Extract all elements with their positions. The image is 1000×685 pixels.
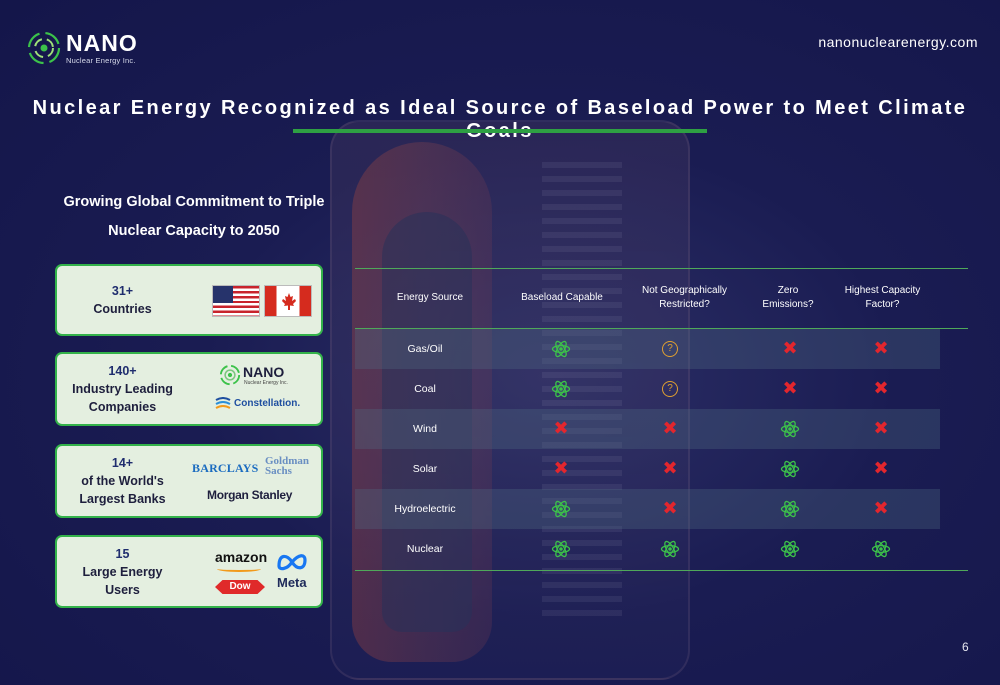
card-label: Industry Leading Companies [72,382,173,414]
table-header: Energy Source Baseload Capable Not Geogr… [355,268,968,328]
check-atom-icon [551,379,571,399]
nano-logo: NANO Nuclear Energy Inc. [219,364,288,386]
us-flag-icon [212,285,260,317]
card-label: Countries [93,302,152,316]
card-companies: 140+ Industry Leading Companies NANO Nuc… [55,352,323,426]
card-count: 140+ [108,364,137,378]
table-top-rule [355,268,968,269]
check-atom-icon [551,539,571,559]
card-countries: 31+ Countries [55,264,323,336]
energy-source-name: Coal [414,383,436,395]
red-x-icon: ✖ [873,498,889,519]
check-atom-icon [551,499,571,519]
card-count: 15 [115,546,130,561]
website-url: nanonuclearenergy.com [818,34,978,50]
morgan-stanley-logo: Morgan Stanley [207,488,293,502]
constellation-logo: Constellation. [215,397,300,409]
card-label: of the World's Largest Banks [79,474,166,506]
table-row: Hydroelectric ✖ ✖ [355,489,940,529]
card-banks: 14+ of the World's Largest Banks BARCLAY… [55,444,323,518]
red-x-icon: ✖ [662,418,678,439]
table-bottom-rule [355,570,968,571]
header-capacity: Highest Capacity Factor? [844,285,921,310]
meta-infinity-icon [277,554,307,571]
nano-logo-text: NANO [243,363,285,380]
header-emissions: Zero Emissions? [762,285,814,310]
company-logo: NANO Nuclear Energy Inc. [26,30,138,66]
nano-logo-subtext: Nuclear Energy Inc. [244,379,288,386]
energy-source-name: Nuclear [406,543,444,555]
header-baseload: Baseload Capable [521,292,603,303]
table-row: Coal? ✖ ✖ [355,369,940,409]
page-title: Nuclear Energy Recognized as Ideal Sourc… [32,97,968,142]
commitment-heading: Growing Global Commitment to Triple Nucl… [60,188,328,246]
commitment-line-2: Nuclear Capacity to 2050 [108,223,280,239]
red-x-icon: ✖ [553,418,569,439]
card-count: 14+ [111,456,134,470]
red-x-icon: ✖ [782,338,798,359]
table-header-rule [355,328,968,329]
energy-source-name: Wind [413,423,437,435]
constellation-swoosh-icon [215,397,231,409]
red-x-icon: ✖ [873,338,889,359]
table-row: Wind ✖ ✖ ✖ [355,409,940,449]
atom-logo-icon [219,364,241,386]
card-count: 31+ [111,284,134,298]
check-atom-icon [551,339,571,359]
check-atom-icon [660,539,680,559]
goldman-logo-line-2: Sachs [265,465,292,477]
card-energy-users: 15 Large Energy Users amazon Dow Meta [55,535,323,608]
header-energy-source: Energy Source [396,292,464,303]
energy-source-name: Hydroelectric [394,503,456,515]
red-x-icon: ✖ [662,458,678,479]
meta-logo: Meta [277,575,307,590]
title-underline [293,129,707,133]
table-row: Solar ✖ ✖ ✖ [355,449,940,489]
red-x-icon: ✖ [873,378,889,399]
check-atom-icon [780,419,800,439]
brand-name: NANO [66,29,138,56]
red-x-icon: ✖ [873,418,889,439]
header-geography: Not Geographically Restricted? [641,285,728,310]
red-x-icon: ✖ [553,458,569,479]
check-atom-icon [780,459,800,479]
check-atom-icon [871,539,891,559]
barclays-logo: BARCLAYS [192,461,259,475]
canada-flag-icon [264,285,312,317]
red-x-icon: ✖ [873,458,889,479]
question-mark-icon: ? [662,341,678,357]
amazon-smile-icon [217,566,261,572]
atom-logo-icon [27,31,61,65]
energy-source-name: Solar [412,463,438,475]
check-atom-icon [780,539,800,559]
goldman-logo-line-1: Goldman [265,455,310,467]
energy-source-name: Gas/Oil [407,343,443,355]
brand-subtitle: Nuclear Energy Inc. [66,55,136,65]
goldman-sachs-logo: Goldman Sachs [265,455,310,477]
commitment-line-1: Growing Global Commitment to Triple [63,194,325,210]
table-row: Gas/Oil? ✖ ✖ [355,329,940,369]
page-number: 6 [962,640,969,654]
red-x-icon: ✖ [782,378,798,399]
dow-logo: Dow [215,580,265,594]
check-atom-icon [780,499,800,519]
red-x-icon: ✖ [662,498,678,519]
table-row: Nuclear [355,529,940,569]
card-label: Large Energy Users [82,564,163,597]
amazon-logo: amazon [215,549,268,565]
question-mark-icon: ? [662,381,678,397]
constellation-logo-text: Constellation. [234,397,301,409]
